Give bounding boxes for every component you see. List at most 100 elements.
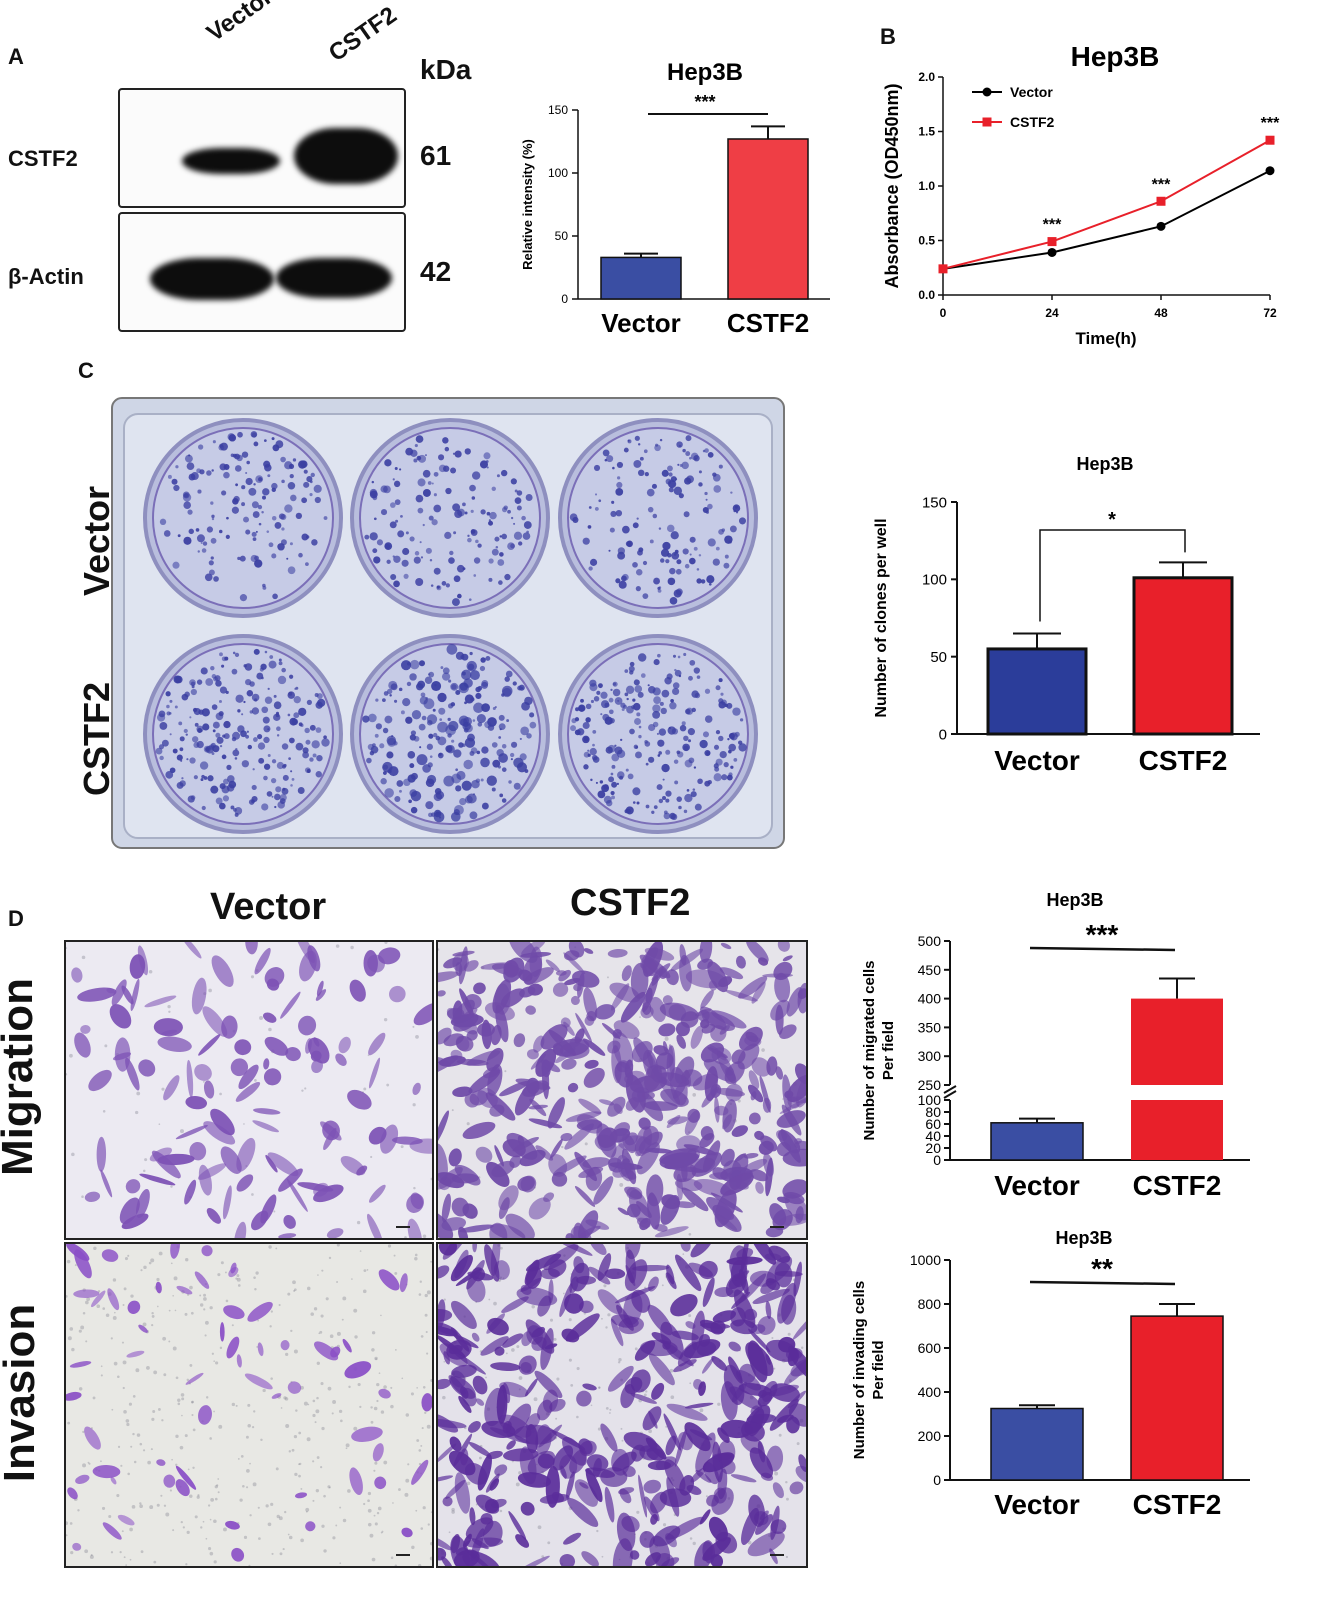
stained-cell xyxy=(322,1120,340,1141)
series-line-vector xyxy=(942,169,1271,270)
colony xyxy=(218,699,222,703)
stained-cell xyxy=(642,1001,652,1016)
stained-cell xyxy=(366,1213,384,1238)
membrane-pore xyxy=(466,1122,470,1126)
colony xyxy=(435,811,440,816)
colony xyxy=(182,493,192,502)
stained-cell xyxy=(525,1413,541,1431)
colony xyxy=(632,801,636,804)
membrane-pore xyxy=(416,1439,420,1442)
membrane-pore xyxy=(404,1492,409,1497)
bar-vector xyxy=(986,647,1088,736)
colony xyxy=(689,536,696,543)
membrane-pore xyxy=(66,1073,68,1076)
membrane-pore xyxy=(130,1294,134,1298)
stained-cell xyxy=(487,1317,509,1336)
colony xyxy=(719,750,727,759)
membrane-pore xyxy=(499,1509,503,1513)
colony xyxy=(588,506,592,509)
membrane-pore xyxy=(323,1494,326,1498)
lane-label-vector: Vector xyxy=(201,0,278,48)
colony xyxy=(428,733,434,739)
membrane-pore xyxy=(430,1541,432,1546)
membrane-pore xyxy=(609,1412,611,1414)
colony xyxy=(303,481,310,488)
colony xyxy=(473,557,481,564)
stained-cell xyxy=(342,1338,352,1353)
colony xyxy=(439,718,443,722)
stained-cell xyxy=(185,1372,204,1385)
stained-cell xyxy=(349,1467,363,1495)
colony xyxy=(221,664,225,668)
colony xyxy=(281,479,285,484)
colony xyxy=(254,698,258,702)
stained-cell xyxy=(711,1356,728,1371)
colony xyxy=(488,520,494,526)
stained-cell xyxy=(559,1554,576,1566)
membrane-pore xyxy=(418,1449,422,1452)
membrane-pore xyxy=(500,1246,503,1250)
colony xyxy=(293,696,301,704)
colony xyxy=(441,672,451,681)
membrane-pore xyxy=(665,1425,668,1428)
colony xyxy=(232,731,241,740)
colony xyxy=(232,651,236,655)
colony xyxy=(419,746,422,749)
colony xyxy=(298,722,303,727)
colony xyxy=(499,552,504,557)
colony xyxy=(715,546,720,551)
membrane-pore xyxy=(69,1327,74,1331)
colony xyxy=(471,496,476,500)
membrane-pore xyxy=(370,1406,373,1409)
membrane-pore xyxy=(92,1396,96,1400)
colony xyxy=(442,437,449,444)
western-blot-cstf2 xyxy=(118,88,406,208)
colony xyxy=(420,556,424,559)
stained-cell xyxy=(568,942,585,958)
colony xyxy=(617,699,620,702)
membrane-pore xyxy=(139,1442,143,1446)
colony xyxy=(665,798,670,803)
colony xyxy=(224,656,229,661)
colony xyxy=(316,754,323,762)
membrane-pore xyxy=(392,1502,394,1504)
colony xyxy=(169,733,172,736)
membrane-pore xyxy=(211,1352,214,1355)
membrane-pore xyxy=(605,1406,609,1410)
membrane-pore xyxy=(320,1466,323,1469)
colony xyxy=(234,807,243,815)
colony xyxy=(675,478,678,481)
colony xyxy=(281,787,289,795)
colony xyxy=(693,766,697,769)
band-cstf2-actin xyxy=(276,258,392,298)
colony xyxy=(393,480,401,488)
colony xyxy=(498,714,505,721)
colony xyxy=(420,692,426,698)
colony xyxy=(592,754,598,761)
stained-cell xyxy=(252,1120,279,1133)
colony xyxy=(309,757,314,762)
stained-cell xyxy=(316,980,324,997)
stained-cell xyxy=(368,1032,386,1056)
y-tick-label: 1.5 xyxy=(918,125,935,139)
membrane-pore xyxy=(190,1311,194,1315)
stained-cell xyxy=(543,1192,555,1202)
membrane-pore xyxy=(169,1489,172,1492)
stained-cell xyxy=(666,1476,680,1517)
membrane-pore xyxy=(205,1396,209,1399)
stained-cell xyxy=(198,1405,212,1425)
stained-cell xyxy=(681,1187,709,1212)
stained-cell xyxy=(471,1332,480,1342)
membrane-pore xyxy=(412,1025,415,1028)
stained-cell xyxy=(710,1320,726,1335)
stained-cell xyxy=(745,1342,774,1377)
colony xyxy=(501,693,505,697)
colony xyxy=(608,697,614,703)
stained-cell xyxy=(460,1386,469,1399)
stained-cell xyxy=(565,1111,602,1122)
membrane-pore xyxy=(415,1034,419,1039)
colony xyxy=(213,676,218,682)
membrane-pore xyxy=(121,1530,124,1533)
colony xyxy=(448,557,455,564)
